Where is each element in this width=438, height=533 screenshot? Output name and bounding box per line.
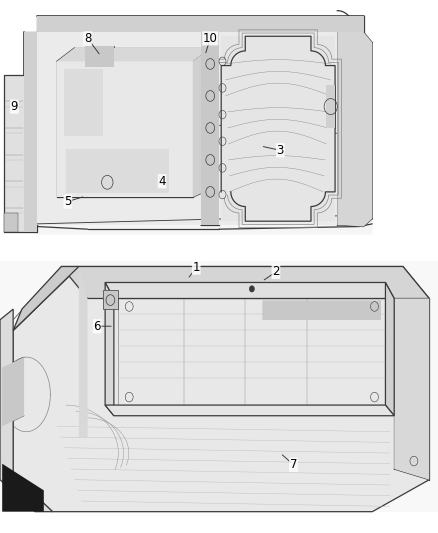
Polygon shape — [37, 16, 364, 32]
Polygon shape — [79, 266, 88, 437]
Text: 8: 8 — [84, 32, 91, 45]
Text: 5: 5 — [64, 195, 71, 208]
Text: 10: 10 — [203, 32, 218, 45]
Polygon shape — [57, 48, 210, 61]
Polygon shape — [394, 298, 429, 480]
Polygon shape — [105, 405, 394, 416]
Polygon shape — [13, 266, 429, 512]
Polygon shape — [35, 32, 372, 235]
Text: 3: 3 — [277, 144, 284, 157]
Polygon shape — [13, 266, 429, 512]
Polygon shape — [4, 213, 18, 232]
Text: 1: 1 — [192, 261, 200, 274]
Polygon shape — [263, 301, 381, 320]
Polygon shape — [105, 282, 394, 298]
Polygon shape — [337, 32, 372, 227]
Polygon shape — [2, 357, 24, 426]
Polygon shape — [66, 149, 169, 193]
Text: 4: 4 — [158, 175, 166, 188]
Polygon shape — [61, 266, 429, 298]
Polygon shape — [193, 48, 210, 197]
Polygon shape — [105, 282, 114, 416]
Polygon shape — [221, 36, 335, 221]
Polygon shape — [0, 261, 438, 512]
Polygon shape — [24, 32, 37, 232]
Text: 2: 2 — [272, 265, 280, 278]
Polygon shape — [37, 32, 201, 225]
Text: 6: 6 — [93, 320, 101, 333]
Polygon shape — [326, 85, 335, 128]
Polygon shape — [0, 309, 53, 512]
Polygon shape — [103, 290, 118, 309]
Polygon shape — [219, 32, 337, 225]
Polygon shape — [4, 75, 24, 232]
Polygon shape — [85, 46, 114, 67]
Polygon shape — [64, 69, 103, 136]
Polygon shape — [385, 282, 394, 416]
Circle shape — [249, 286, 254, 292]
Polygon shape — [105, 282, 394, 298]
Polygon shape — [2, 464, 44, 512]
Polygon shape — [201, 32, 219, 225]
Polygon shape — [0, 309, 53, 512]
Polygon shape — [105, 405, 394, 416]
Text: 7: 7 — [290, 458, 297, 471]
Text: 9: 9 — [11, 100, 18, 113]
Polygon shape — [103, 290, 118, 309]
Polygon shape — [105, 282, 114, 416]
Polygon shape — [61, 266, 429, 298]
Polygon shape — [57, 61, 193, 197]
Polygon shape — [385, 282, 394, 416]
Polygon shape — [13, 266, 79, 330]
Polygon shape — [13, 266, 79, 330]
